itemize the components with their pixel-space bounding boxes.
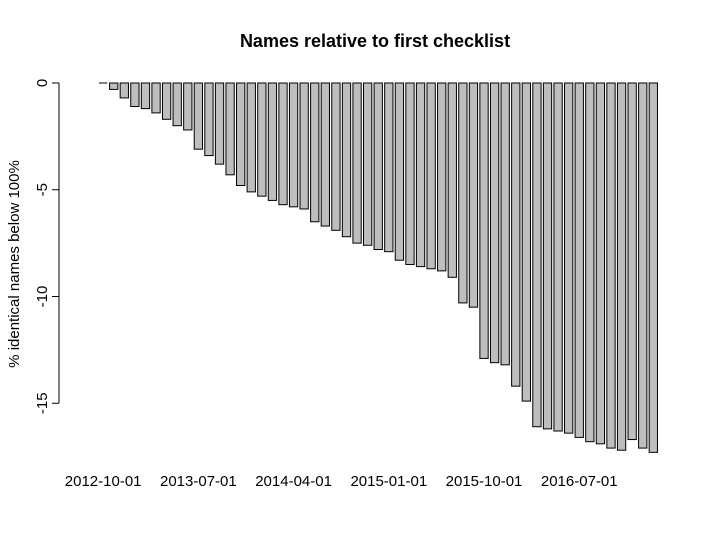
bar	[214, 82, 225, 165]
bar	[595, 82, 606, 445]
bar	[299, 82, 309, 210]
bar	[468, 82, 479, 308]
x-tick-label: 2012-10-01	[65, 473, 142, 490]
bar	[638, 82, 648, 449]
chart-title: Names relative to first checklist	[240, 31, 510, 51]
bar	[500, 82, 510, 366]
bar	[542, 82, 553, 430]
y-axis-title: % identical names below 100%	[6, 160, 23, 368]
bar	[458, 82, 468, 304]
bar	[373, 82, 383, 251]
bar	[616, 82, 627, 451]
bar	[172, 82, 182, 127]
bar	[437, 82, 447, 272]
x-tick-label: 2015-10-01	[446, 473, 523, 490]
bar	[627, 82, 637, 441]
x-tick-label: 2016-07-01	[541, 473, 618, 490]
bar	[119, 82, 129, 99]
bar	[521, 82, 532, 402]
y-tick-label: 0	[34, 79, 51, 87]
bar	[288, 82, 299, 208]
bar	[246, 82, 256, 193]
y-tick-label: -10	[34, 286, 51, 308]
y-ticks: 0 -5 -10 -15	[34, 79, 59, 414]
bar	[225, 82, 235, 176]
bar	[648, 82, 658, 453]
bar	[267, 82, 278, 201]
bar	[585, 82, 595, 443]
bar	[236, 82, 246, 186]
bar	[140, 82, 151, 110]
bar	[426, 82, 436, 270]
x-tick-label: 2014-04-01	[255, 473, 332, 490]
bar	[606, 82, 616, 449]
bars	[99, 82, 658, 453]
bar	[363, 82, 373, 246]
bar	[193, 82, 204, 150]
bar	[331, 82, 341, 231]
bar	[183, 82, 193, 131]
bar	[553, 82, 563, 432]
bar	[352, 82, 362, 244]
y-axis: 0 -5 -10 -15	[34, 79, 60, 414]
bar	[341, 82, 352, 238]
x-tick-labels: 2012-10-01 2013-07-01 2014-04-01 2015-01-01…	[65, 473, 618, 490]
bar	[320, 82, 330, 227]
bar	[130, 82, 140, 107]
bar	[204, 82, 214, 157]
y-tick-label: -5	[34, 183, 51, 196]
bar	[310, 82, 320, 223]
bar	[511, 82, 521, 387]
bar	[151, 82, 161, 114]
bar	[415, 82, 426, 268]
bar	[278, 82, 288, 206]
bar	[489, 82, 500, 364]
bar	[257, 82, 267, 197]
bar	[564, 82, 574, 434]
bar	[405, 82, 415, 265]
bar	[574, 82, 584, 438]
bar	[447, 82, 457, 278]
bar	[479, 82, 489, 359]
x-tick-label: 2013-07-01	[160, 473, 237, 490]
y-tick-label: -15	[34, 392, 51, 414]
bar	[532, 82, 542, 428]
bar	[161, 82, 172, 120]
bar	[394, 82, 405, 261]
x-tick-label: 2015-01-01	[350, 473, 427, 490]
bar	[384, 82, 394, 253]
bar	[109, 82, 119, 90]
